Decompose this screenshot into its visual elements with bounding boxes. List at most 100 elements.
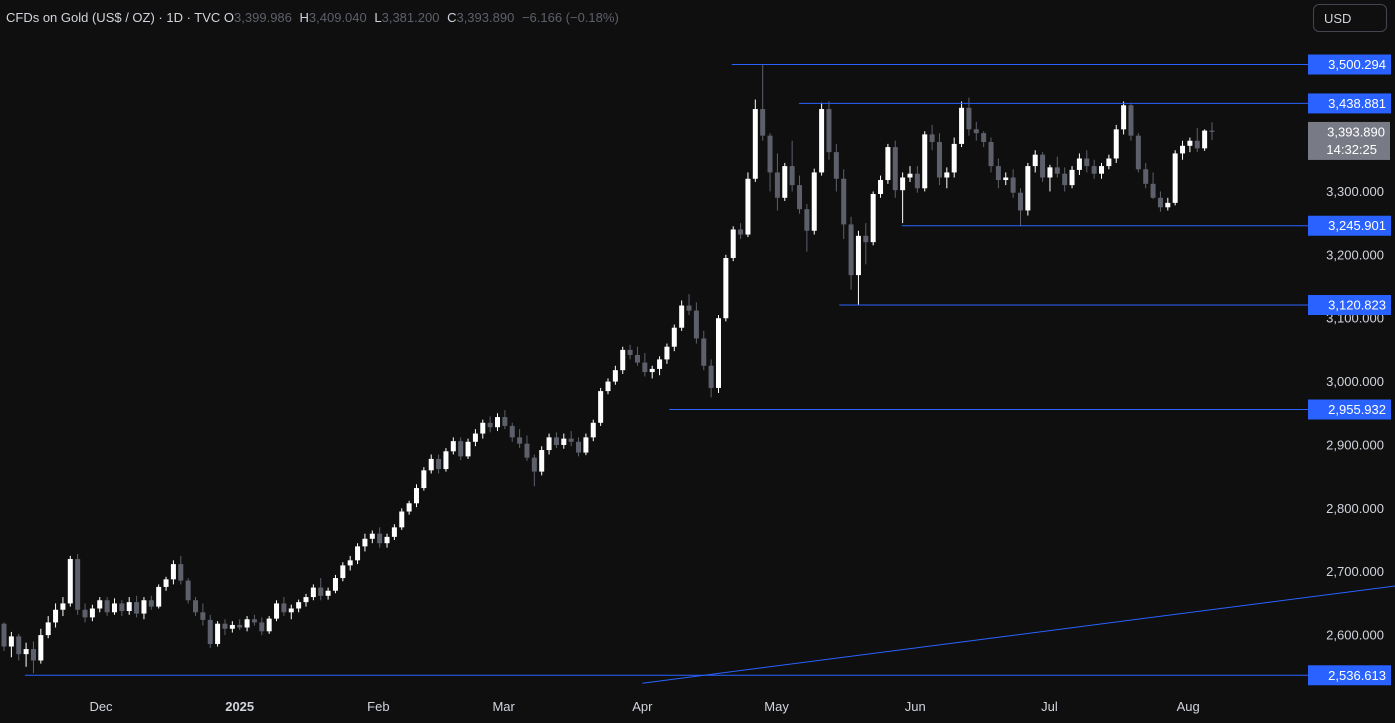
high-value: 3,409.040: [308, 10, 367, 25]
close-label: C: [447, 10, 457, 25]
candle-body: [745, 178, 751, 235]
candle-body: [1135, 135, 1141, 170]
candle-body: [693, 310, 699, 339]
candle-body: [1084, 158, 1090, 167]
candle-body: [1143, 169, 1149, 184]
candle-body: [922, 134, 928, 189]
candle-body: [1165, 202, 1171, 208]
candle: [465, 438, 471, 459]
candle: [760, 64, 766, 141]
candle-body: [377, 533, 383, 544]
candle: [1180, 140, 1186, 160]
candle: [340, 562, 346, 582]
currency-button[interactable]: USD: [1313, 4, 1387, 32]
candle-body: [266, 618, 272, 632]
candle-body: [1040, 154, 1046, 178]
price-level-badge: [1308, 93, 1391, 114]
candle: [1062, 167, 1068, 192]
candle-body: [274, 603, 280, 619]
candle-body: [767, 135, 773, 173]
candle-body: [524, 443, 530, 458]
candle: [1172, 150, 1178, 206]
candle: [914, 166, 920, 193]
candle-body: [421, 470, 427, 489]
candle-body: [89, 608, 95, 618]
candle: [892, 140, 898, 198]
candle-body: [60, 603, 66, 610]
candle: [421, 467, 427, 491]
candle: [738, 223, 744, 239]
candle: [399, 508, 405, 530]
candle: [134, 595, 140, 618]
candle: [480, 419, 486, 439]
candle: [944, 167, 950, 189]
candle: [141, 597, 147, 620]
candle: [612, 365, 618, 385]
candle-body: [325, 590, 331, 596]
candle: [1165, 197, 1171, 211]
price-tick-label: 2,700.000: [1326, 564, 1384, 579]
candle: [325, 587, 331, 600]
candle-body: [391, 527, 397, 537]
candle: [200, 603, 206, 626]
candle-body: [1003, 177, 1009, 181]
candle-body: [30, 649, 36, 661]
candle-body: [207, 619, 213, 644]
candle: [598, 387, 604, 426]
candle: [1099, 162, 1105, 179]
candle: [745, 172, 751, 238]
candle-body: [517, 437, 523, 444]
time-axis[interactable]: Dec 2025 Feb Mar Apr May Jun Jul Aug: [89, 699, 1199, 714]
candle-body: [907, 173, 913, 178]
candle: [178, 555, 184, 585]
candle: [1121, 101, 1127, 135]
candle-body: [215, 623, 221, 644]
candle: [767, 133, 773, 192]
candle: [657, 356, 663, 376]
candle-body: [789, 166, 795, 186]
candle: [30, 641, 36, 674]
candle-body: [53, 609, 59, 623]
candle-body: [1076, 158, 1082, 170]
candle-body: [23, 649, 29, 655]
candle-body: [870, 193, 876, 243]
candle-body: [229, 624, 235, 629]
candle: [1128, 102, 1134, 141]
candle-body: [480, 422, 486, 434]
price-axis[interactable]: 3,300.0003,200.0003,100.0003,000.0002,90…: [1308, 54, 1391, 686]
price-tick-label: 3,200.000: [1326, 247, 1384, 262]
candle-body: [384, 536, 390, 544]
candle: [222, 619, 228, 636]
candle: [1003, 172, 1009, 186]
candle-body: [1106, 158, 1112, 167]
candle-body: [1054, 167, 1060, 174]
candle: [391, 524, 397, 541]
candle: [436, 454, 442, 474]
candle: [1106, 154, 1112, 170]
candle: [259, 617, 265, 636]
candle: [60, 597, 66, 617]
candle-body: [340, 565, 346, 579]
candle-body: [826, 109, 832, 153]
candle-body: [487, 422, 493, 428]
price-tick-label: 2,600.000: [1326, 628, 1384, 643]
candle: [620, 346, 626, 374]
candle-body: [1202, 130, 1208, 149]
price-levels-layer: [24, 64, 1395, 684]
candle: [111, 598, 117, 615]
candle: [774, 153, 780, 211]
candle-body: [45, 622, 51, 636]
candle-body: [303, 597, 309, 603]
candle-body: [576, 441, 582, 453]
symbol-title[interactable]: CFDs on Gold (US$ / OZ) · 1D · TVC: [6, 10, 221, 25]
candle: [951, 137, 957, 178]
candle: [67, 555, 73, 607]
chart-legend: CFDs on Gold (US$ / OZ) · 1D · TVC O3,39…: [6, 10, 619, 25]
candle-body: [715, 318, 721, 388]
candle: [1150, 172, 1156, 200]
candle-body: [472, 433, 478, 442]
candle: [863, 223, 869, 265]
time-tick-label: Jul: [1041, 699, 1058, 714]
candle-body: [885, 147, 891, 181]
